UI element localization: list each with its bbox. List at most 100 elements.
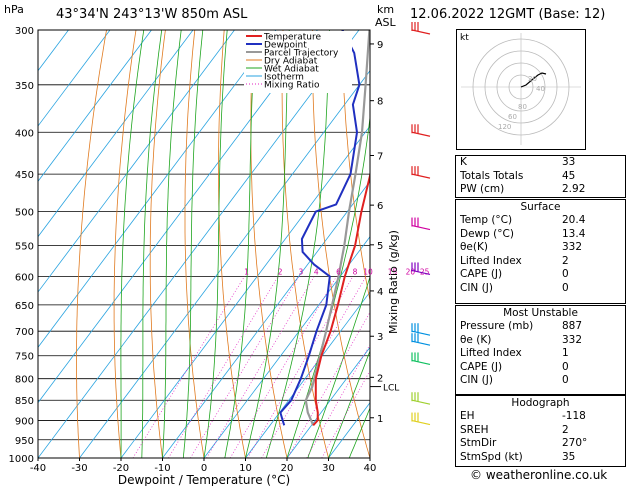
mixing-ratio-label: 3 [299, 267, 304, 276]
dry-adiabat-line [113, 30, 137, 458]
row-value: 332 [562, 241, 583, 253]
wet-adiabat-line [286, 113, 370, 458]
isotherm-line [120, 125, 370, 458]
mixing-ratio-line [229, 276, 337, 458]
pressure-tick-label: 400 [15, 128, 34, 139]
hodograph-ring-label: 60 [508, 113, 517, 121]
altitude-tick-label: 3 [377, 332, 383, 343]
isotherm-line [38, 30, 235, 293]
pressure-tick-label: 900 [15, 417, 34, 428]
temperature-tick-label: -40 [30, 463, 46, 474]
pressure-tick-label: 300 [15, 26, 34, 37]
row-value: 1 [562, 347, 569, 359]
row-label: SREH [460, 423, 489, 436]
most-unstable-title: Most Unstable [503, 307, 578, 319]
table-row: θe(K) 332 [456, 241, 625, 255]
wind-barb [411, 22, 431, 35]
table-row: PW (cm) 2.92 [456, 183, 625, 197]
pressure-tick-label: 1000 [9, 454, 34, 465]
row-label: K [460, 156, 467, 168]
isotherm-line [38, 30, 69, 72]
dry-adiabat-line [281, 30, 329, 458]
row-value: 2 [562, 254, 569, 267]
mixing-ratio-label: 20 [406, 267, 416, 276]
legend-label: Dewpoint [264, 41, 307, 51]
temperature-tick-label: -30 [71, 463, 87, 474]
table-row: CAPE (J) 0 [456, 361, 625, 375]
table-row: θe (K) 332 [456, 334, 625, 348]
row-value: 0 [562, 360, 569, 373]
legend-label: Mixing Ratio [264, 81, 320, 91]
temperature-line [312, 166, 370, 426]
wet-adiabat-line [141, 30, 163, 458]
row-label: CAPE (J) [460, 360, 503, 373]
legend-label: Isotherm [264, 73, 304, 83]
altitude-tick-label: 7 [377, 151, 383, 162]
wind-barb [411, 262, 431, 276]
temperature-tick-label: 0 [201, 463, 207, 474]
mixing-ratio-line [190, 276, 300, 458]
altitude-tick-label: 2 [377, 373, 383, 384]
row-label: Lifted Index [460, 347, 522, 359]
wet-adiabat-line [162, 30, 182, 458]
temperature-tick-label: -10 [154, 463, 170, 474]
row-label: Dewp (°C) [460, 227, 514, 240]
table-row: CAPE (J) 0 [456, 268, 625, 282]
wind-barb [411, 333, 431, 346]
hodograph-trace [520, 72, 547, 88]
table-row: EH -118 [456, 410, 625, 424]
wind-barb [411, 217, 431, 231]
mixing-ratio-line [287, 311, 370, 458]
pressure-tick-label: 850 [15, 396, 34, 407]
mixing-ratio-line [306, 343, 370, 458]
pressure-tick-label: 550 [15, 241, 34, 252]
table-row: K 33 [456, 156, 625, 170]
mixing-ratio-label: 6 [336, 267, 341, 276]
row-value: 35 [562, 450, 576, 463]
temperature-tick-label: -20 [113, 463, 129, 474]
row-value: 2.92 [562, 183, 586, 195]
row-label: EH [460, 410, 475, 422]
pressure-tick-label: 750 [15, 352, 34, 363]
table-row: CIN (J) 0 [456, 282, 625, 296]
table-row: Totals Totals 45 [456, 170, 625, 184]
isotherm-line [38, 30, 360, 458]
wind-barb [411, 323, 431, 336]
altitude-tick-label: 4 [377, 287, 383, 298]
row-value: 0 [562, 268, 569, 280]
pressure-tick-label: 450 [15, 170, 34, 181]
parcel-trajectory-line [304, 30, 370, 426]
dry-adiabat-line [311, 30, 370, 458]
table-row: Dewp (°C) 13.4 [456, 228, 625, 242]
table-row: Pressure (mb) 887 [456, 320, 625, 334]
lcl-label: LCL [383, 384, 399, 394]
table-row: SREH 2 [456, 424, 625, 438]
row-value: 13.4 [562, 227, 586, 240]
isotherm-line [38, 30, 194, 238]
legend-label: Temperature [263, 33, 321, 43]
surface-title: Surface [520, 201, 561, 213]
row-label: StmDir [460, 437, 497, 449]
row-label: CAPE (J) [460, 268, 503, 280]
mixing-ratio-axis-label: Mixing Ratio (g/kg) [387, 230, 400, 334]
isotherm-line [38, 30, 111, 127]
table-row: Lifted Index 1 [456, 347, 625, 361]
table-row: StmSpd (kt) 35 [456, 451, 625, 465]
mixing-ratio-label: 15 [388, 267, 398, 276]
indices-table: K 33 Totals Totals 45 PW (cm) 2.92 [455, 155, 626, 198]
wet-adiabat-line [265, 30, 330, 458]
row-value: 2 [562, 423, 569, 436]
wet-adiabat-line [328, 349, 370, 458]
row-value: 0 [562, 374, 569, 386]
legend-label: Dry Adiabat [264, 57, 318, 67]
altitude-tick-label: 1 [377, 414, 383, 425]
mixing-ratio-line [168, 276, 279, 458]
most-unstable-table: Most Unstable Pressure (mb) 887 θe (K) 332 L… [455, 305, 626, 395]
altitude-tick-label: 8 [377, 97, 383, 108]
dewpoint-line [279, 30, 361, 426]
asl-label: ASL [375, 16, 396, 29]
location-title: 43°34'N 243°13'W 850m ASL [56, 7, 248, 22]
mixing-ratio-line [321, 370, 370, 458]
pressure-tick-label: 800 [15, 375, 34, 386]
row-label: θe(K) [460, 241, 488, 253]
